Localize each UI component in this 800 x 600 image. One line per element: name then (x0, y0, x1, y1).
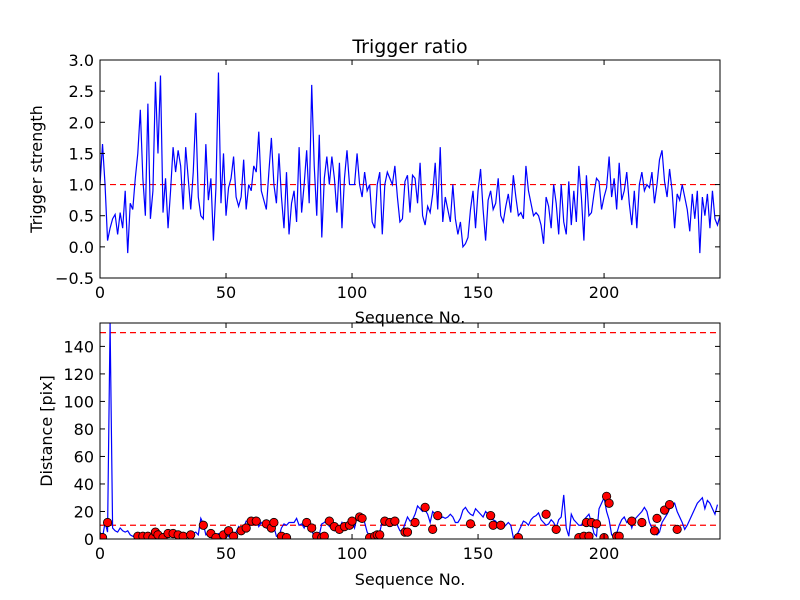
marker-point (307, 523, 317, 533)
x-tick-label: 200 (589, 283, 620, 302)
marker-point (319, 531, 329, 539)
marker-point (541, 509, 551, 519)
y-tick-label: 40 (74, 475, 94, 494)
marker-point (410, 517, 420, 528)
chart-title: Trigger ratio (351, 36, 467, 58)
y-tick-label: 0.0 (69, 238, 94, 257)
marker-point (465, 519, 476, 529)
bottom-x-axis-label: Sequence No. (355, 570, 466, 589)
marker-point (428, 524, 438, 534)
x-tick-label: 0 (95, 283, 105, 302)
y-tick-label: 2.5 (69, 82, 94, 101)
marker-point (652, 513, 662, 523)
x-tick-label: 150 (463, 283, 494, 302)
top-y-axis-label: Trigger strength (27, 105, 46, 234)
bottom-plot-frame (99, 322, 721, 540)
top-x-axis-label: Sequence No. (355, 308, 466, 327)
marker-point (357, 513, 367, 523)
marker-point (228, 531, 239, 539)
x-tick-label: 100 (337, 283, 368, 302)
y-tick-label: 3.0 (69, 51, 94, 70)
x-tick-label: 50 (216, 544, 236, 563)
x-tick-label: 200 (589, 544, 620, 563)
marker-point (198, 520, 208, 530)
marker-point (672, 524, 682, 534)
top-y-ticks: −0.5 0.0 0.5 1.0 1.5 2.0 2.5 3.0 (55, 51, 720, 288)
y-tick-label: −0.5 (55, 269, 94, 288)
y-tick-label: 140 (63, 337, 94, 356)
marker-point (513, 533, 523, 539)
y-tick-label: 0.5 (69, 207, 94, 226)
y-tick-label: 2.0 (69, 113, 94, 132)
marker-point (637, 517, 647, 528)
bottom-markers (100, 491, 682, 539)
y-tick-label: 80 (74, 420, 94, 439)
marker-point (390, 516, 400, 526)
marker-point (347, 516, 357, 526)
marker-point (375, 530, 385, 539)
marker-point (488, 520, 498, 530)
y-tick-label: 20 (74, 502, 94, 521)
x-tick-label: 100 (337, 544, 368, 563)
y-tick-label: 1.0 (69, 176, 94, 195)
marker-point (186, 530, 196, 539)
marker-point (604, 498, 614, 508)
bottom-y-ticks: 0 20 40 60 80 100 120 140 (63, 337, 720, 549)
y-tick-label: 60 (74, 447, 94, 466)
y-tick-label: 1.5 (69, 144, 94, 163)
x-tick-label: 0 (95, 544, 105, 563)
marker-point (664, 500, 675, 510)
marker-point (251, 516, 261, 526)
marker-point (627, 516, 637, 526)
marker-point (496, 520, 506, 530)
marker-point (269, 517, 279, 528)
top-series-line-0 (100, 72, 720, 254)
marker-point (486, 511, 496, 521)
marker-point (649, 526, 660, 536)
top-x-ticks: 0 50 100 150 200 (95, 60, 619, 302)
bottom-x-ticks: 0 50 100 150 200 (95, 323, 619, 563)
marker-point (281, 533, 292, 539)
marker-point (420, 502, 430, 512)
marker-point (433, 511, 443, 521)
marker-point (591, 519, 602, 529)
marker-point (241, 523, 251, 533)
y-tick-label: 0 (84, 530, 94, 549)
marker-point (402, 527, 413, 537)
x-tick-label: 150 (463, 544, 494, 563)
trigger-ratio-chart: Trigger ratio 0 50 100 150 200 −0.5 0.0 0.5 1.0… (27, 36, 721, 327)
marker-point (551, 524, 561, 534)
marker-point (100, 533, 108, 539)
top-series (100, 72, 720, 254)
bottom-y-axis-label: Distance [pix] (37, 375, 56, 487)
marker-point (102, 517, 113, 528)
distance-chart: 0 50 100 150 200 0 20 40 60 80 100 120 140 Sequence… (37, 322, 721, 589)
y-tick-label: 100 (63, 392, 94, 411)
top-plot-frame (99, 59, 721, 279)
marker-point (584, 531, 594, 539)
x-tick-label: 50 (216, 283, 236, 302)
y-tick-label: 120 (63, 365, 94, 384)
marker-point (614, 531, 624, 539)
